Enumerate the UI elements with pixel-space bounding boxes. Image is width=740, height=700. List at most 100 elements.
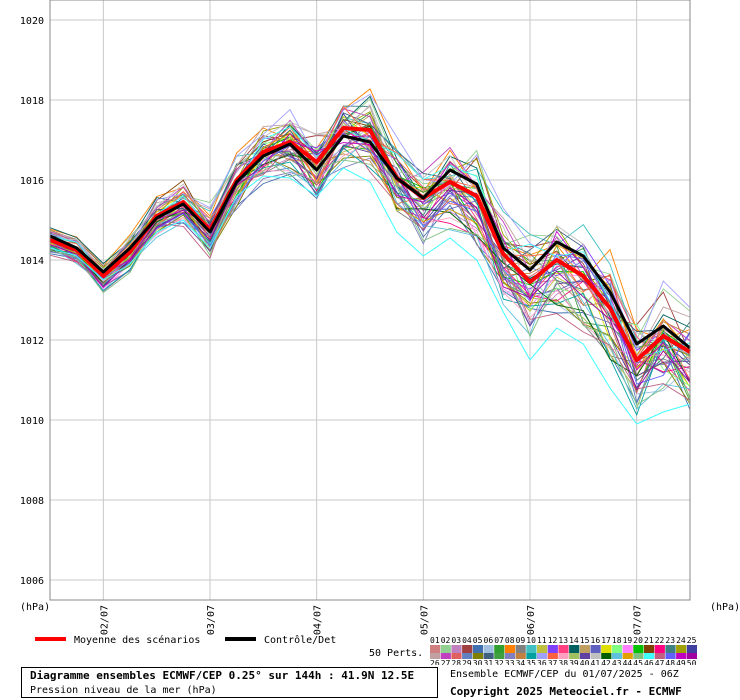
perturbation-swatch bbox=[644, 653, 655, 659]
y-unit-left: (hPa) bbox=[20, 602, 50, 613]
perturbation-swatch bbox=[430, 645, 441, 653]
perturbation-swatch bbox=[526, 653, 537, 659]
perturbation-number: 32 bbox=[494, 659, 504, 665]
perturbation-line-42 bbox=[49, 125, 691, 383]
perturbation-swatch bbox=[590, 645, 601, 653]
perturbation-line-34 bbox=[49, 146, 691, 360]
perturbation-number: 33 bbox=[505, 659, 515, 665]
perturbation-number: 36 bbox=[537, 659, 547, 665]
perturbation-number: 12 bbox=[548, 636, 558, 645]
perturbation-swatch bbox=[494, 645, 505, 653]
x-tick-label: 07/07 bbox=[633, 605, 644, 635]
perturbation-swatch bbox=[654, 653, 665, 659]
grid bbox=[50, 0, 690, 600]
perturbation-swatch bbox=[440, 645, 451, 653]
y-tick-label: 1012 bbox=[20, 336, 44, 347]
perturbation-swatch bbox=[569, 645, 580, 653]
y-tick-label: 1014 bbox=[20, 256, 44, 267]
perturbation-swatch bbox=[515, 645, 526, 653]
perturbation-number: 19 bbox=[623, 636, 633, 645]
x-tick-label: 03/07 bbox=[206, 605, 217, 635]
perturbation-swatch bbox=[611, 645, 623, 653]
perturbation-number: 35 bbox=[526, 659, 536, 665]
perturbation-number: 21 bbox=[644, 636, 654, 645]
perturbation-line-37 bbox=[49, 105, 691, 381]
perturbation-legend: 01 02 03 04 05 06 07 08 09 10 11 12 13 14 15 16 17 18 19 20… bbox=[430, 636, 697, 665]
perturbation-swatch bbox=[472, 653, 483, 659]
perturbation-number: 11 bbox=[537, 636, 547, 645]
perturbation-number: 37 bbox=[548, 659, 558, 665]
perturbation-swatch bbox=[483, 653, 494, 659]
perturbation-swatch bbox=[590, 653, 601, 659]
perturbation-swatch bbox=[547, 653, 558, 659]
x-tick-label: 04/07 bbox=[313, 605, 324, 635]
perturbation-swatch bbox=[676, 645, 687, 653]
perturbation-number: 10 bbox=[526, 636, 536, 645]
perturbation-line-35 bbox=[49, 147, 691, 417]
perturbation-swatch bbox=[537, 645, 548, 653]
perturbation-number: 49 bbox=[676, 659, 686, 665]
perturbation-number: 46 bbox=[644, 659, 654, 665]
perturbation-line-50 bbox=[49, 133, 691, 391]
perturbation-swatch bbox=[483, 645, 494, 653]
perturbation-swatch bbox=[665, 653, 676, 659]
perturbation-number: 02 bbox=[441, 636, 451, 645]
perturbation-number: 34 bbox=[516, 659, 526, 665]
perturbation-swatch bbox=[451, 645, 462, 653]
perturbation-number: 44 bbox=[623, 659, 633, 665]
perturbation-swatch bbox=[601, 653, 612, 659]
y-axis-labels: 1006 1008 1010 1012 1014 1016 1018 1020 bbox=[20, 16, 44, 587]
perturbation-swatch bbox=[494, 653, 505, 659]
perturbation-swatch bbox=[547, 645, 558, 653]
perturbation-number: 13 bbox=[558, 636, 568, 645]
x-tick-label: 05/07 bbox=[419, 605, 430, 635]
perturbation-number: 22 bbox=[655, 636, 665, 645]
perturbation-line-43 bbox=[49, 134, 691, 410]
perturbation-number: 38 bbox=[558, 659, 568, 665]
perturbation-swatch bbox=[644, 645, 655, 653]
perturbation-swatch bbox=[558, 645, 569, 653]
perturbation-number: 17 bbox=[601, 636, 611, 645]
perturbation-swatch bbox=[654, 645, 665, 653]
perturbation-number: 01 bbox=[430, 636, 440, 645]
perturbation-number: 45 bbox=[633, 659, 643, 665]
perturbation-swatch bbox=[569, 653, 580, 659]
y-tick-label: 1020 bbox=[20, 16, 44, 27]
y-tick-label: 1008 bbox=[20, 496, 44, 507]
perturbation-swatch bbox=[440, 653, 451, 659]
perturbation-number: 05 bbox=[473, 636, 483, 645]
perturbation-line-26 bbox=[49, 105, 691, 357]
perturbation-number: 23 bbox=[665, 636, 675, 645]
perturbation-number: 40 bbox=[580, 659, 590, 665]
perturbation-number: 50 bbox=[687, 659, 697, 665]
legend-mean-label: Moyenne des scénarios bbox=[74, 634, 200, 646]
perturbation-number: 30 bbox=[473, 659, 483, 665]
perturbation-number: 14 bbox=[569, 636, 579, 645]
legend-control-label: Contrôle/Det bbox=[264, 634, 336, 646]
perturbation-number: 31 bbox=[484, 659, 494, 665]
y-tick-label: 1016 bbox=[20, 176, 44, 187]
y-tick-label: 1006 bbox=[20, 576, 44, 587]
y-tick-label: 1018 bbox=[20, 96, 44, 107]
perturbation-swatch bbox=[504, 653, 516, 659]
title-box: Diagramme ensembles ECMWF/CEP 0.25° sur … bbox=[21, 667, 438, 698]
perturbation-swatch bbox=[515, 653, 526, 659]
perturbation-number: 08 bbox=[505, 636, 515, 645]
perturbation-number: 24 bbox=[676, 636, 686, 645]
perturbation-swatch bbox=[462, 645, 473, 653]
perturbation-swatch bbox=[451, 653, 462, 659]
perturbation-number: 15 bbox=[580, 636, 590, 645]
perturbation-swatch bbox=[686, 653, 697, 659]
perturbation-number: 42 bbox=[601, 659, 611, 665]
perturbation-swatch bbox=[504, 645, 516, 653]
perturbation-number: 27 bbox=[441, 659, 451, 665]
perturbation-number: 28 bbox=[451, 659, 461, 665]
chart-title: Diagramme ensembles ECMWF/CEP 0.25° sur … bbox=[30, 669, 415, 682]
x-axis-labels: 02/07 03/07 04/07 05/07 06/07 07/07 bbox=[99, 605, 643, 635]
plot-border bbox=[49, 0, 691, 601]
perturbation-swatch bbox=[676, 653, 687, 659]
perturbation-swatch bbox=[622, 645, 633, 653]
perturbation-number: 48 bbox=[665, 659, 675, 665]
mean-line bbox=[49, 126, 692, 362]
